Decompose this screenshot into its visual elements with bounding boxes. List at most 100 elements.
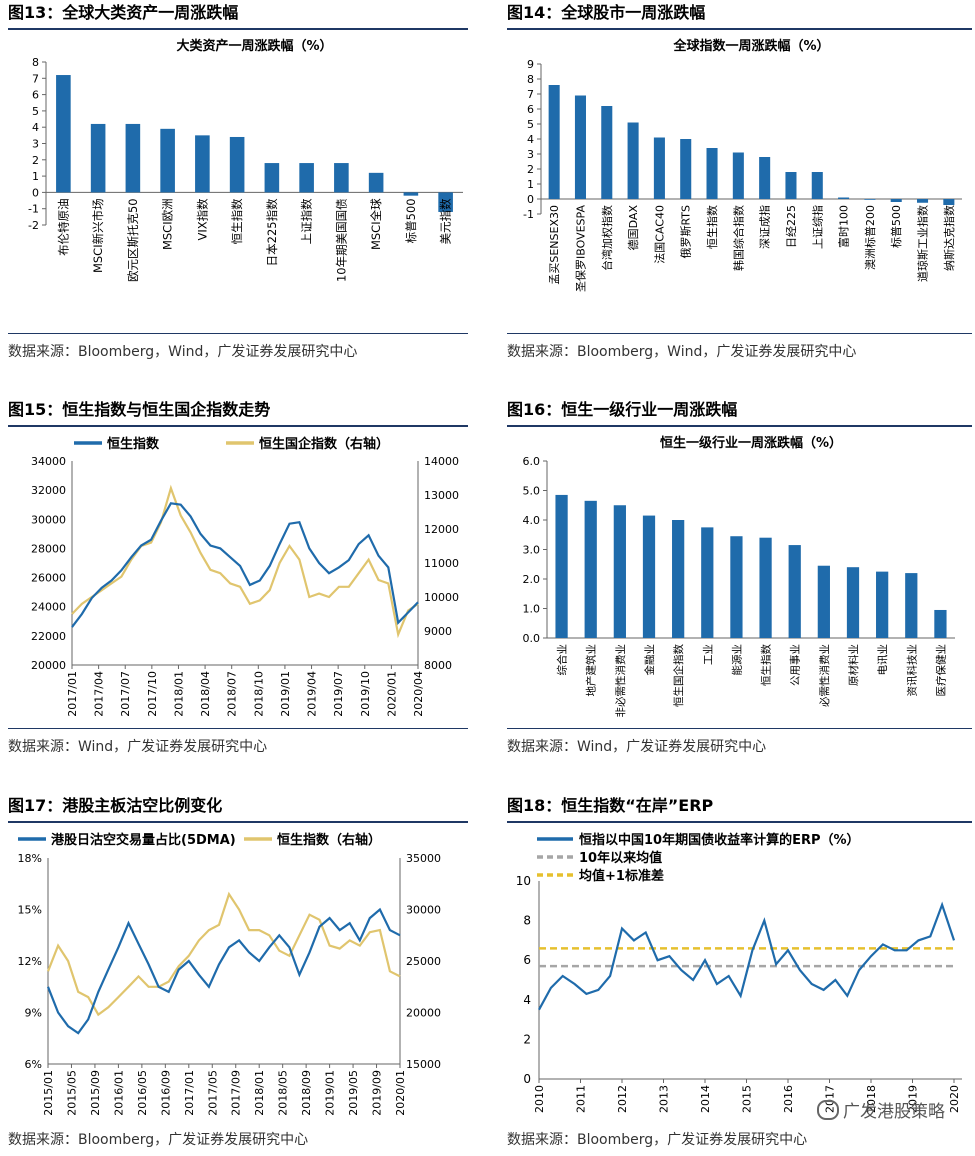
y-tick-label: 8 bbox=[32, 56, 39, 69]
bar bbox=[864, 199, 876, 200]
bar bbox=[838, 197, 850, 199]
source-text: Wind，广发证券发展研究中心 bbox=[78, 739, 268, 755]
legend-label: 港股日沽空交易量占比(5DMA) bbox=[51, 832, 236, 848]
x-tick-label: 俄罗斯RTS bbox=[680, 205, 693, 259]
x-tick-label: 金融业 bbox=[643, 644, 656, 676]
source-note: 数据来源：Bloomberg，广发证券发展研究中心 bbox=[507, 1129, 807, 1149]
x-tick-label: 2017/10 bbox=[146, 671, 159, 717]
panel-fig13: 图13：全球大类资产一周涨跌幅 大类资产一周涨跌幅（%） -2 -1 0 1 2 3 4 5 6 7… bbox=[8, 0, 468, 370]
y-tick-label: 6 bbox=[523, 953, 531, 967]
y-tick-label: 9 bbox=[527, 58, 534, 71]
y-tick-label: 4 bbox=[32, 121, 39, 134]
source-note: 数据来源：Bloomberg，Wind，广发证券发展研究中心 bbox=[507, 341, 856, 361]
x-tick-label: 综合业 bbox=[556, 644, 569, 676]
y-tick-label: 5.0 bbox=[523, 485, 541, 498]
x-tick-label: 2015 bbox=[741, 1085, 754, 1113]
legend-label: 恒生指数（右轴） bbox=[277, 832, 381, 848]
panel-fig15: 图15：恒生指数与恒生国企指数走势 20000 22000 24000 26000 28… bbox=[8, 397, 468, 767]
y-tick-label: 0.0 bbox=[523, 632, 541, 645]
bar bbox=[730, 536, 743, 638]
bar bbox=[160, 128, 175, 193]
x-tick-label: 2011 bbox=[575, 1085, 588, 1113]
y-tick-label: 5 bbox=[527, 118, 534, 131]
y-tick-label-right: 25000 bbox=[406, 955, 441, 968]
title-rule bbox=[8, 821, 468, 823]
chart-title: 大类资产一周涨跌幅（%） bbox=[176, 38, 332, 54]
source-text: Bloomberg，广发证券发展研究中心 bbox=[78, 1132, 309, 1148]
x-tick-label: 2017/07 bbox=[119, 671, 132, 717]
x-tick-label: 上证指数 bbox=[300, 198, 314, 244]
x-tick-label: 2013 bbox=[658, 1085, 671, 1113]
x-tick-label: 圣保罗IBOVESPA bbox=[573, 205, 587, 292]
source-rule bbox=[507, 728, 972, 729]
chart-fig15: 20000 22000 24000 26000 28000 30000 32000 34000… bbox=[8, 429, 468, 725]
x-tick-label: 必需性消费业 bbox=[818, 644, 831, 707]
bar bbox=[917, 199, 929, 203]
y-tick-label: 2 bbox=[527, 163, 534, 176]
y-tick-label-left: 30000 bbox=[31, 513, 66, 526]
x-tick-label: 2018/10 bbox=[252, 671, 265, 717]
x-tick-label: 美元指数 bbox=[439, 198, 453, 244]
bar bbox=[785, 172, 797, 199]
source-prefix: 数据来源： bbox=[8, 1132, 78, 1148]
y-tick-label-left: 15% bbox=[18, 904, 42, 917]
y-tick-label-left: 24000 bbox=[31, 601, 66, 614]
legend-label: 恒生国企指数（右轴） bbox=[259, 436, 389, 452]
y-tick-label: 8 bbox=[527, 73, 534, 86]
source-prefix: 数据来源： bbox=[8, 739, 78, 755]
y-tick-label-left: 9% bbox=[25, 1007, 42, 1020]
y-tick-label: 5 bbox=[32, 105, 39, 118]
chart-title: 恒生一级行业一周涨跌幅（%） bbox=[660, 435, 842, 451]
y-tick-label-left: 18% bbox=[18, 852, 42, 865]
title-rule bbox=[507, 821, 972, 823]
x-tick-label: 医疗保健业 bbox=[934, 644, 947, 697]
title-rule bbox=[507, 28, 972, 30]
x-tick-label: 2019/01 bbox=[324, 1070, 337, 1116]
x-tick-label: 法国CAC40 bbox=[652, 205, 666, 264]
bar bbox=[368, 172, 384, 193]
x-tick-label: MSCI欧洲 bbox=[161, 198, 175, 250]
series-line-left bbox=[71, 502, 419, 628]
series-line-right bbox=[46, 891, 401, 1017]
x-tick-label: 地产建筑业 bbox=[585, 644, 598, 697]
y-tick-label: 8 bbox=[523, 914, 531, 928]
bar bbox=[759, 537, 772, 638]
x-tick-label: 韩国综合指数 bbox=[731, 205, 745, 271]
x-tick-label: 2016 bbox=[782, 1085, 795, 1113]
x-tick-label: 德国DAX bbox=[626, 205, 640, 251]
x-tick-label: 恒生指数 bbox=[230, 198, 244, 244]
y-tick-label-right: 8000 bbox=[424, 659, 452, 672]
x-tick-label: 2016/09 bbox=[159, 1070, 172, 1116]
x-tick-label: 纳斯达克指数 bbox=[942, 205, 956, 271]
x-tick-label: 2012 bbox=[616, 1085, 629, 1113]
y-tick-label: 0 bbox=[32, 186, 39, 199]
wechat-icon bbox=[817, 1100, 839, 1120]
x-tick-label: 2015/09 bbox=[89, 1070, 102, 1116]
y-tick-label-right: 14000 bbox=[424, 455, 459, 468]
chart-fig13: 大类资产一周涨跌幅（%） -2 -1 0 1 2 3 4 5 6 7 8 布伦特原油 MSCI新兴市场 欧元… bbox=[8, 32, 468, 332]
y-tick-label: 0 bbox=[523, 1072, 531, 1086]
x-tick-label: 恒生国企指数 bbox=[672, 644, 685, 707]
x-tick-label: 2017/05 bbox=[206, 1070, 219, 1116]
bar bbox=[613, 505, 626, 638]
y-tick-label-left: 12% bbox=[18, 955, 42, 968]
bar bbox=[788, 545, 801, 638]
panel-fig17: 图17：港股主板沽空比例变化 6% 9% 12% 15% 18% 15000 20000 25… bbox=[8, 793, 468, 1156]
y-tick-label-left: 34000 bbox=[31, 455, 66, 468]
chart-title: 全球指数一周涨跌幅（%） bbox=[672, 38, 829, 54]
x-tick-label: 台湾加权指数 bbox=[600, 205, 614, 271]
bar bbox=[195, 135, 210, 193]
bar bbox=[846, 567, 860, 638]
x-tick-label: 2019/10 bbox=[359, 671, 372, 717]
x-tick-label: 欧元区斯托克50 bbox=[126, 198, 140, 282]
series-line-left bbox=[46, 907, 401, 1035]
bar bbox=[125, 123, 141, 193]
x-tick-label: 2020 bbox=[948, 1085, 961, 1113]
x-tick-label: 日本225指数 bbox=[265, 198, 279, 266]
y-tick-label: 1.0 bbox=[523, 603, 541, 616]
x-tick-label: 2020/01 bbox=[394, 1070, 407, 1116]
bar bbox=[555, 494, 568, 638]
x-tick-label: 2016/01 bbox=[112, 1070, 125, 1116]
x-tick-label: 2019/07 bbox=[332, 671, 345, 717]
